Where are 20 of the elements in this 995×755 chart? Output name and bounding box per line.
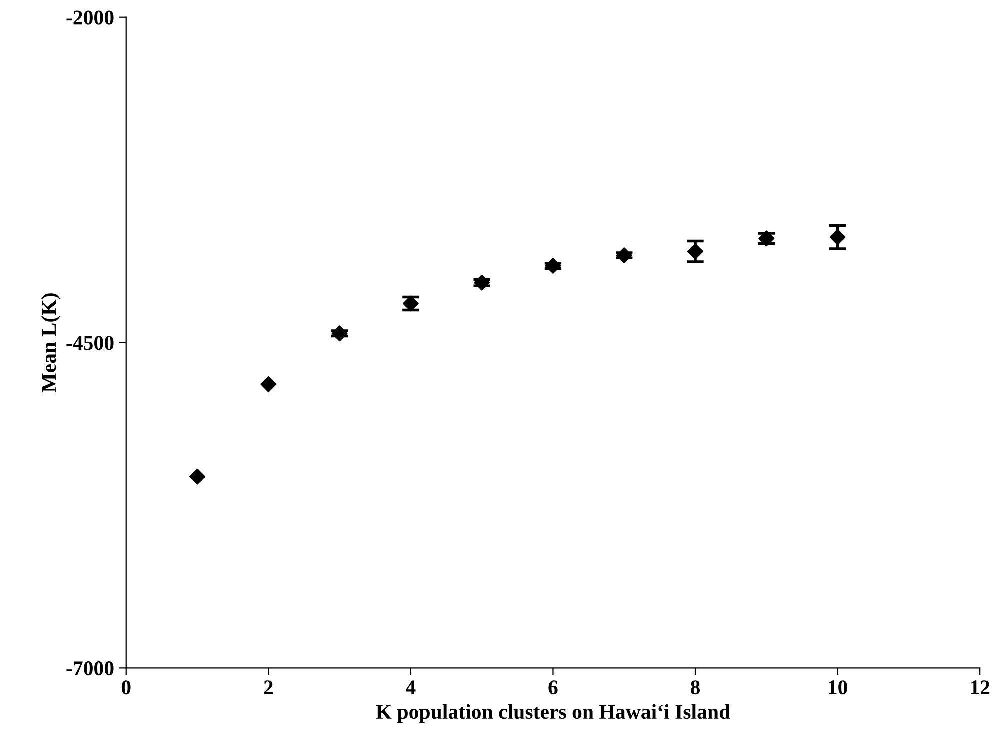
point bbox=[688, 244, 704, 260]
y-tick-label: -4500 bbox=[66, 336, 114, 350]
point bbox=[830, 229, 846, 246]
x-tick-label: 0 bbox=[122, 680, 131, 695]
point bbox=[332, 326, 348, 342]
x-tick-label: 4 bbox=[406, 680, 416, 694]
x-tick-label: 12 bbox=[971, 680, 990, 694]
y-tick-label: -7000 bbox=[66, 662, 114, 676]
point bbox=[190, 468, 206, 485]
x-axis-title: K population clusters on Hawai‘i Island bbox=[376, 704, 730, 724]
x-tick-label: 6 bbox=[548, 680, 558, 695]
point bbox=[474, 274, 490, 291]
point bbox=[616, 248, 632, 264]
x-tick-label: 8 bbox=[690, 680, 700, 695]
y-tick-label: -2000 bbox=[66, 10, 114, 25]
point bbox=[260, 376, 277, 392]
point bbox=[545, 258, 562, 274]
y-axis-title: Mean L(K) bbox=[42, 294, 60, 392]
x-tick-label: 2 bbox=[264, 680, 273, 694]
x-tick-label: 10 bbox=[829, 680, 848, 695]
